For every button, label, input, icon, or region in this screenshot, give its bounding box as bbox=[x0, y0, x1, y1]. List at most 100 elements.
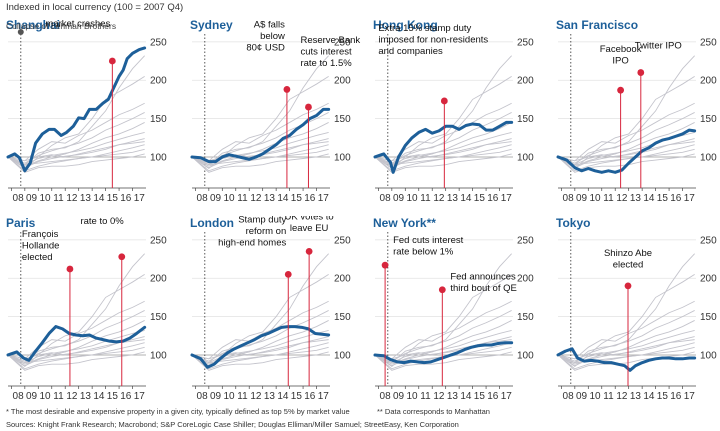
line-chart: 100 150 200 250 08 09 10 11 12 13 14 15 16 17 Extra 15… bbox=[373, 23, 534, 204]
y-tick-label: 200 bbox=[150, 274, 167, 285]
x-tick-label: 09 bbox=[393, 193, 405, 204]
line-chart: 100 150 200 250 08 09 10 11 12 13 14 15 16 17 Collapse… bbox=[6, 18, 167, 204]
highlight-series-line bbox=[373, 341, 514, 365]
x-tick-label: 13 bbox=[264, 391, 276, 402]
x-tick-label: 09 bbox=[210, 193, 222, 204]
x-tick-label: 08 bbox=[563, 391, 575, 402]
annotation-dot bbox=[305, 103, 312, 111]
x-tick-label: 10 bbox=[223, 193, 235, 204]
annotation-label-line: below bbox=[260, 31, 285, 42]
background-series-line bbox=[191, 122, 329, 167]
x-tick-label: 11 bbox=[237, 193, 248, 204]
background-series-line bbox=[557, 300, 695, 360]
panel-title: Paris bbox=[6, 216, 36, 230]
background-series-line bbox=[7, 351, 145, 371]
background-series-line bbox=[557, 55, 695, 166]
x-tick-label: 14 bbox=[643, 391, 655, 402]
x-tick-label: 17 bbox=[501, 391, 513, 402]
highlight-series-line bbox=[6, 325, 147, 362]
x-tick-label: 08 bbox=[13, 391, 25, 402]
x-tick-label: 09 bbox=[26, 193, 38, 204]
highlight-series-line bbox=[190, 107, 331, 164]
panel-paris: Paris 100 150 200 250 08 09 10 11 12 13 14 15 16 17 Fr… bbox=[6, 216, 184, 416]
x-tick-label: 12 bbox=[66, 193, 78, 204]
annotation-label: Fed cuts interest rate below 1% bbox=[393, 235, 464, 258]
x-tick-label: 12 bbox=[616, 391, 628, 402]
panel-title: New York** bbox=[373, 216, 436, 230]
background-series-line bbox=[557, 253, 695, 364]
x-tick-label: 13 bbox=[447, 391, 459, 402]
x-tick-label: 16 bbox=[304, 193, 316, 204]
background-series-line bbox=[374, 153, 512, 173]
y-tick-label: 100 bbox=[700, 350, 717, 361]
annotation-label: Fed announces third bout of QE bbox=[450, 272, 517, 295]
x-tick-label: 10 bbox=[39, 391, 51, 402]
x-tick-label: 16 bbox=[670, 391, 682, 402]
y-tick-label: 250 bbox=[700, 235, 717, 246]
background-series-line bbox=[7, 122, 145, 167]
annotation-label-line: Fed announces bbox=[450, 272, 516, 283]
annotation-label-line: high-end homes bbox=[218, 237, 286, 248]
annotation-label-line: Reserve Bank bbox=[300, 35, 360, 46]
panel-shanghai: Shanghai 100 150 200 250 08 09 10 11 12 13 14 15 16 1… bbox=[6, 18, 184, 218]
x-tick-label: 12 bbox=[66, 391, 78, 402]
x-tick-label: 14 bbox=[277, 193, 289, 204]
background-series-line bbox=[191, 55, 329, 166]
y-tick-label: 100 bbox=[334, 350, 351, 361]
annotation-label-line: IPO bbox=[612, 56, 628, 67]
y-tick-label: 200 bbox=[517, 274, 534, 285]
annotation-label: Shinzo Abe elected bbox=[604, 248, 652, 271]
background-series-line bbox=[374, 141, 512, 162]
line-chart: 100 150 200 250 08 09 10 11 12 13 14 15 16 17 Facebook… bbox=[556, 34, 717, 204]
x-tick-label: 14 bbox=[460, 391, 472, 402]
background-series-line bbox=[374, 320, 512, 365]
x-tick-label: 14 bbox=[643, 193, 655, 204]
x-tick-label: 13 bbox=[630, 193, 642, 204]
background-series-line bbox=[557, 329, 695, 364]
y-tick-label: 250 bbox=[517, 37, 534, 48]
x-tick-label: 15 bbox=[291, 193, 303, 204]
background-series-line bbox=[557, 122, 695, 167]
x-tick-label: 13 bbox=[447, 193, 459, 204]
x-tick-label: 14 bbox=[93, 193, 105, 204]
background-series-line bbox=[557, 102, 695, 162]
panel-hong-kong: Hong Kong 100 150 200 250 08 09 10 11 12 13 14 15 16… bbox=[373, 18, 551, 218]
line-chart: 100 150 200 250 08 09 10 11 12 13 14 15 16 17 A$ falls… bbox=[190, 19, 360, 204]
y-tick-label: 200 bbox=[334, 274, 351, 285]
x-tick-label: 12 bbox=[433, 391, 445, 402]
panel-title: Tokyo bbox=[556, 216, 591, 230]
annotation-dot bbox=[284, 270, 292, 278]
background-series-line bbox=[7, 55, 145, 166]
x-tick-label: 13 bbox=[80, 193, 92, 204]
annotation-dot bbox=[624, 282, 632, 290]
highlight-series-line bbox=[556, 347, 697, 372]
x-tick-label: 14 bbox=[277, 391, 289, 402]
y-tick-label: 200 bbox=[517, 76, 534, 87]
background-series-line bbox=[7, 148, 145, 166]
x-tick-label: 08 bbox=[197, 391, 209, 402]
panel-london: London 100 150 200 250 08 09 10 11 12 13 14 15 16 17 S… bbox=[190, 216, 368, 416]
background-series-line bbox=[7, 320, 145, 365]
background-series-line bbox=[7, 153, 145, 173]
annotation-label: Shanghai stockmarket crashes bbox=[45, 18, 110, 30]
x-tick-label: 10 bbox=[39, 193, 51, 204]
x-tick-label: 11 bbox=[53, 193, 64, 204]
annotation-dot bbox=[381, 261, 389, 269]
annotation-label: UK votes to leave EU bbox=[285, 216, 334, 234]
y-tick-label: 200 bbox=[334, 76, 351, 87]
x-tick-label: 15 bbox=[107, 193, 119, 204]
line-chart: 100 150 200 250 08 09 10 11 12 13 14 15 16 17 Fed cuts… bbox=[373, 232, 534, 402]
panel-san-francisco: San Francisco 100 150 200 250 08 09 10 11 12 13 14… bbox=[556, 18, 720, 218]
highlight-series-line bbox=[190, 325, 331, 369]
panel-tokyo: Tokyo 100 150 200 250 08 09 10 11 12 13 14 15 16 17 Sh… bbox=[556, 216, 720, 416]
y-tick-label: 100 bbox=[517, 350, 534, 361]
annotation-label-line: Facebook bbox=[600, 44, 642, 55]
reference-line-label: Collapse of Lehman Brothers bbox=[6, 21, 116, 31]
x-tick-label: 09 bbox=[210, 391, 222, 402]
x-tick-label: 11 bbox=[420, 193, 431, 204]
background-series-line bbox=[7, 131, 145, 166]
y-tick-label: 150 bbox=[334, 312, 351, 323]
x-tick-label: 09 bbox=[576, 193, 588, 204]
x-tick-label: 13 bbox=[80, 391, 92, 402]
x-tick-label: 10 bbox=[406, 193, 418, 204]
